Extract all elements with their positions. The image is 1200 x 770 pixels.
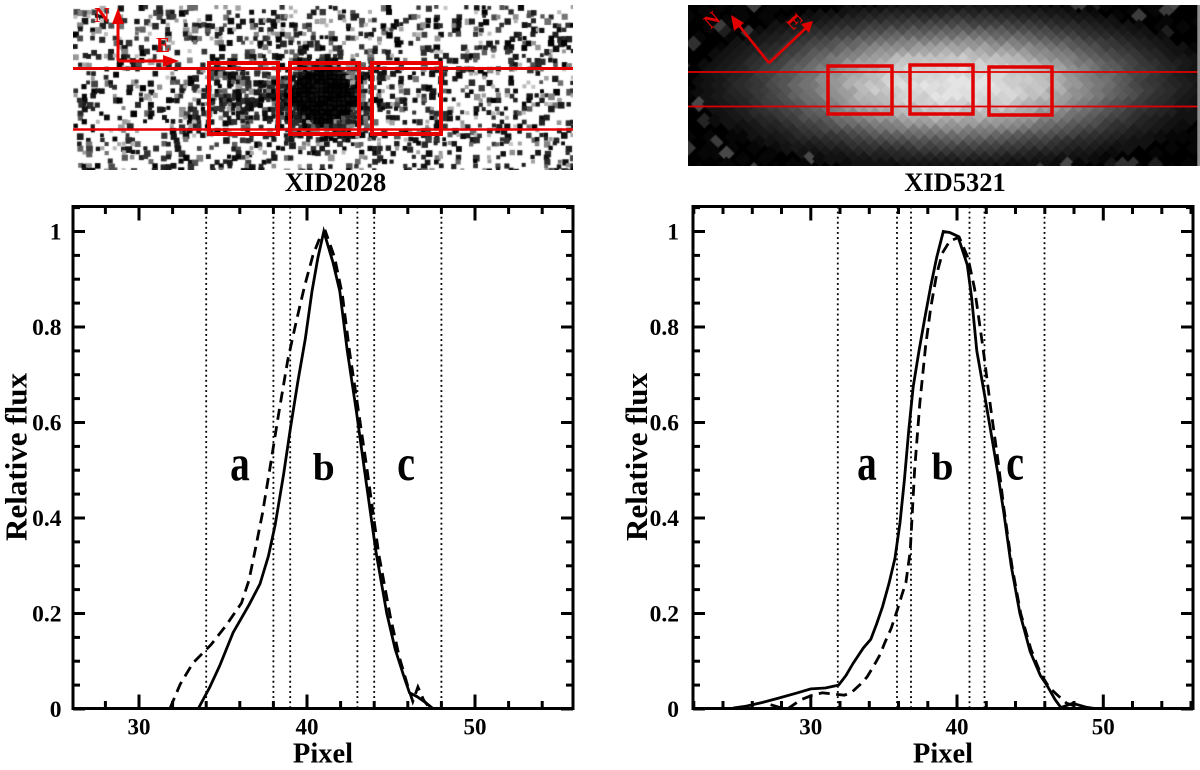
svg-text:50: 50 xyxy=(1092,715,1115,740)
svg-text:30: 30 xyxy=(128,715,151,740)
svg-text:b: b xyxy=(313,445,335,489)
svg-text:a: a xyxy=(857,434,877,491)
svg-text:Relative flux: Relative flux xyxy=(619,373,654,541)
svg-text:N: N xyxy=(94,3,109,27)
svg-text:N: N xyxy=(700,7,726,33)
svg-text:1: 1 xyxy=(667,220,679,246)
svg-text:0.8: 0.8 xyxy=(650,315,679,341)
svg-text:0: 0 xyxy=(667,697,679,723)
svg-text:0.8: 0.8 xyxy=(32,315,61,341)
svg-text:XID5321: XID5321 xyxy=(904,167,1006,197)
svg-text:0: 0 xyxy=(50,697,62,723)
svg-text:0.4: 0.4 xyxy=(650,506,680,532)
svg-text:XID2028: XID2028 xyxy=(285,167,387,197)
svg-text:40: 40 xyxy=(946,715,969,740)
svg-text:b: b xyxy=(932,445,954,489)
svg-text:c: c xyxy=(397,435,415,492)
svg-text:Relative flux: Relative flux xyxy=(0,373,34,541)
svg-text:40: 40 xyxy=(296,715,319,740)
svg-text:0.6: 0.6 xyxy=(650,411,680,437)
svg-text:c: c xyxy=(1006,434,1024,491)
svg-text:0.4: 0.4 xyxy=(32,506,62,532)
svg-text:0.2: 0.2 xyxy=(650,602,679,628)
svg-text:1: 1 xyxy=(50,220,62,246)
svg-text:Pixel: Pixel xyxy=(913,739,973,770)
svg-text:30: 30 xyxy=(799,715,822,740)
svg-text:E: E xyxy=(156,33,170,57)
svg-text:0.2: 0.2 xyxy=(32,602,61,628)
svg-text:Pixel: Pixel xyxy=(293,739,353,770)
svg-text:0.6: 0.6 xyxy=(32,411,62,437)
svg-text:50: 50 xyxy=(464,715,487,740)
svg-text:a: a xyxy=(230,434,250,491)
